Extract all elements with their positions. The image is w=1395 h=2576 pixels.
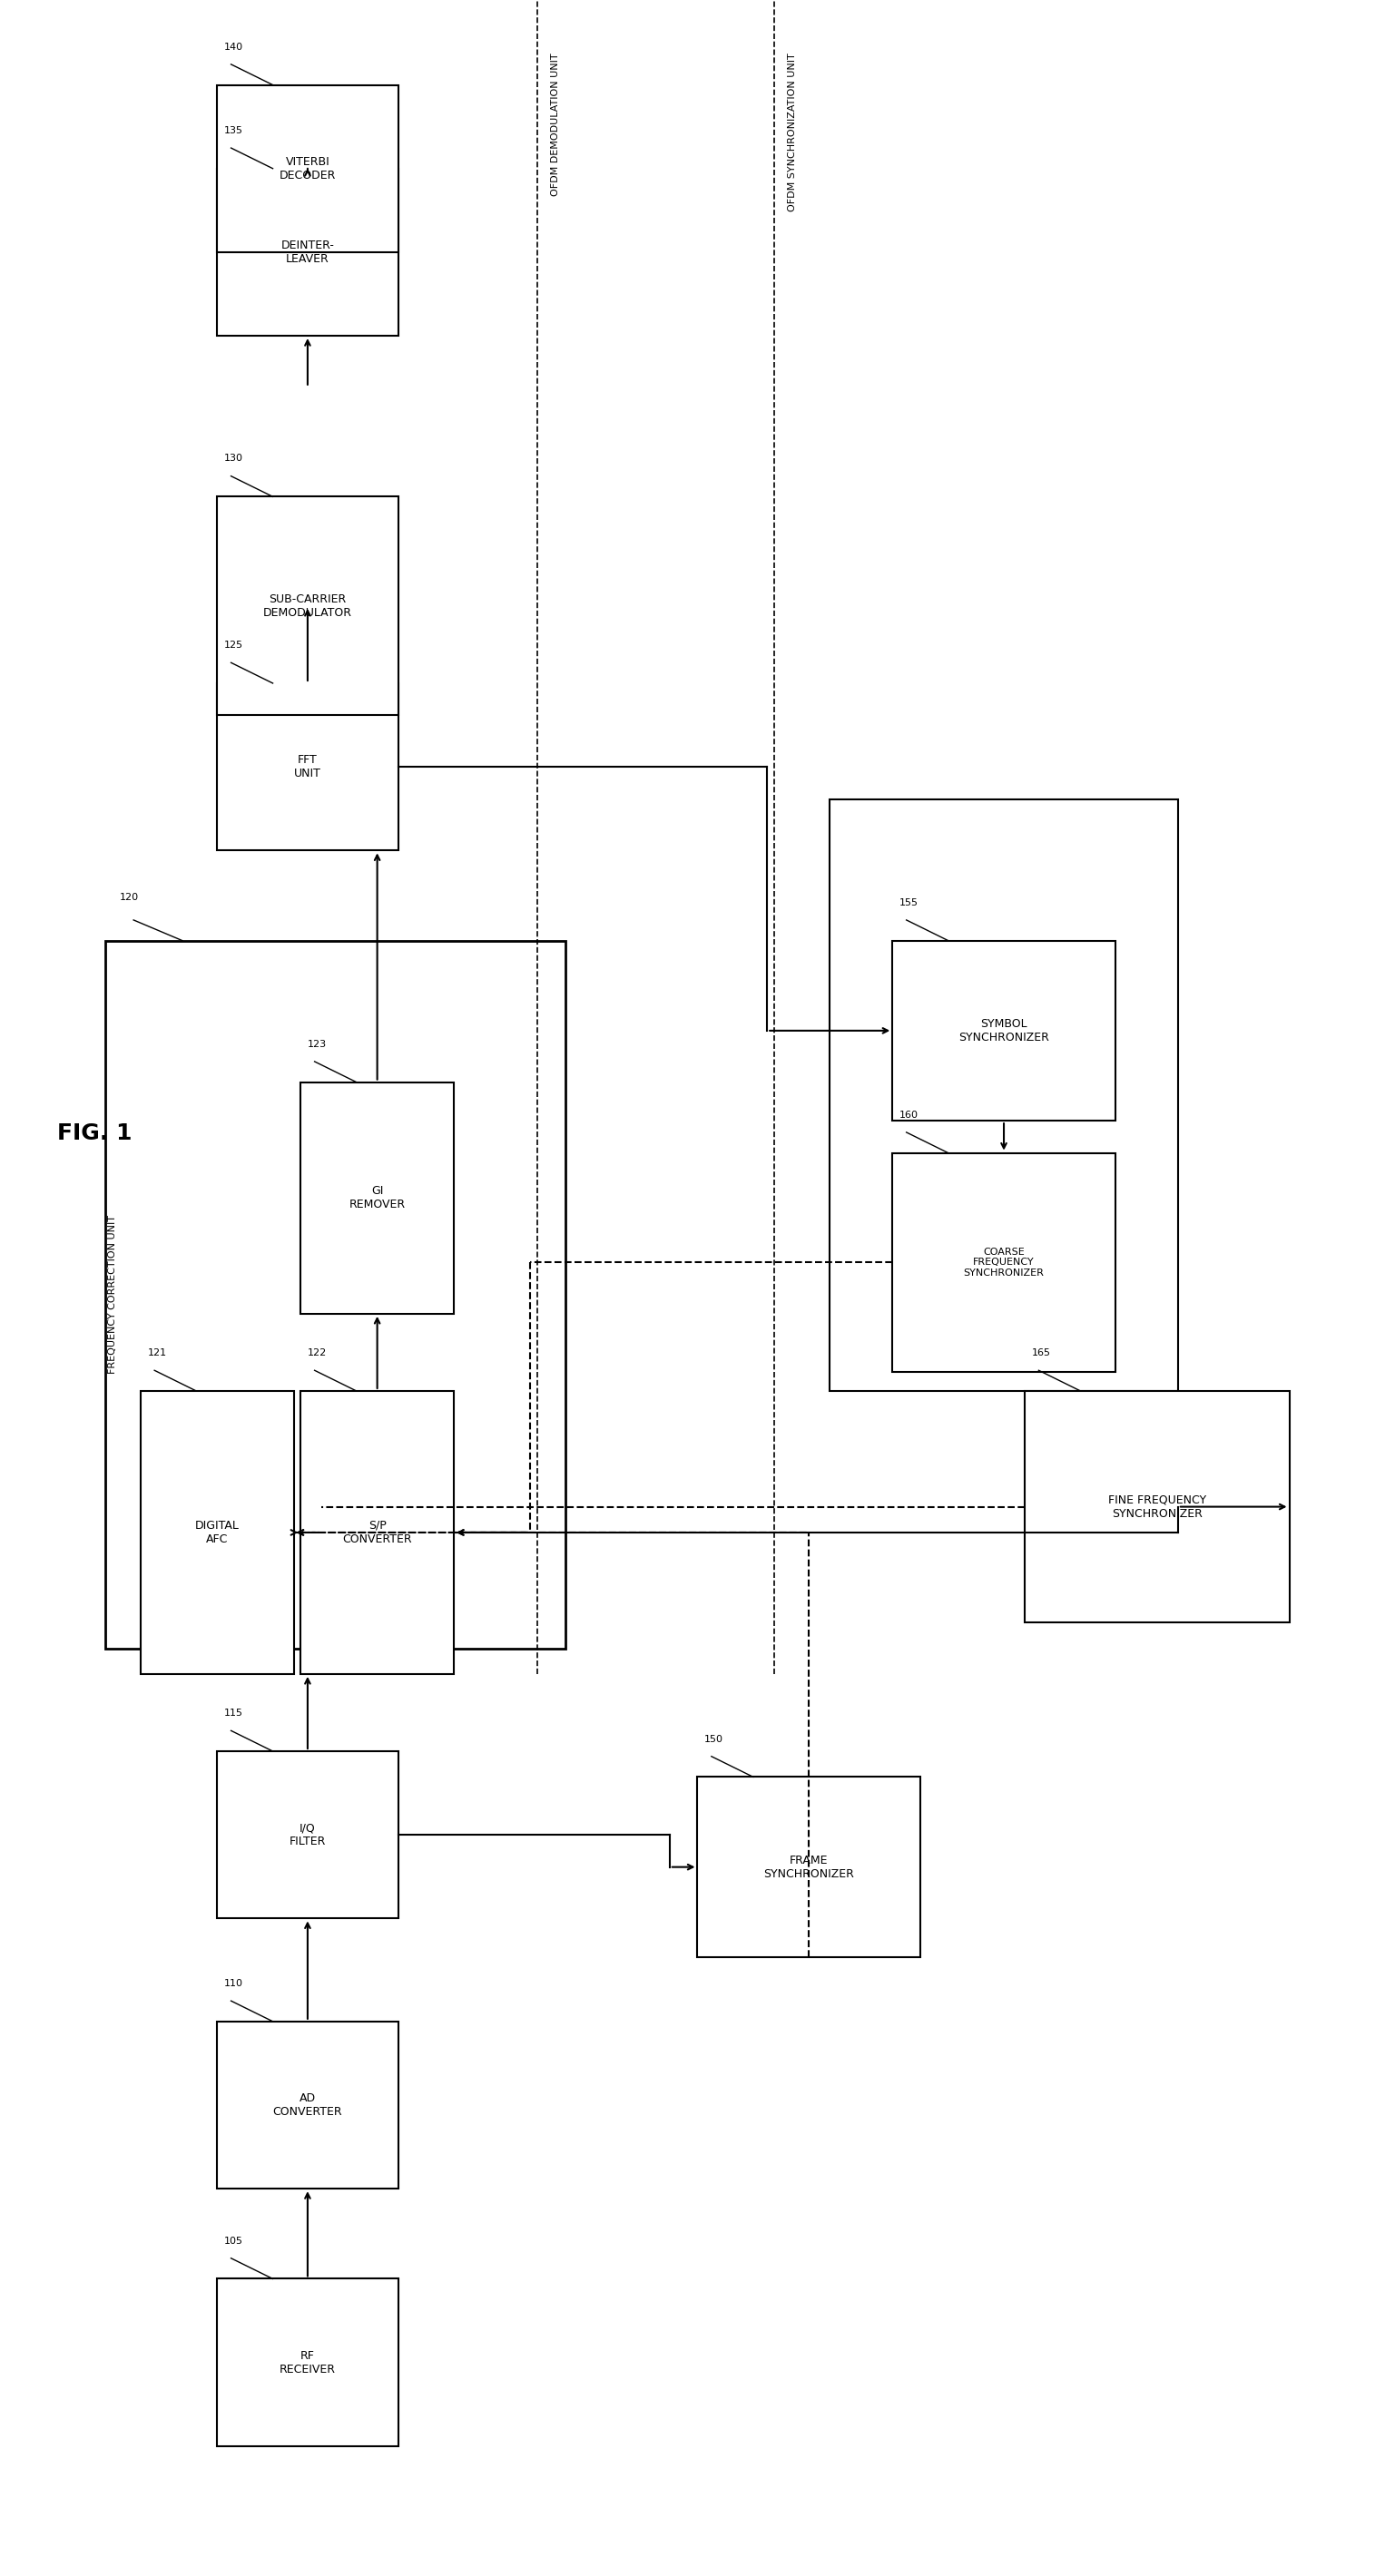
Text: 105: 105 (225, 2236, 243, 2246)
Text: VITERBI
DECODER: VITERBI DECODER (279, 155, 336, 180)
Text: 110: 110 (225, 1978, 243, 1989)
Bar (301, 1391, 453, 1674)
Text: OFDM SYNCHRONIZATION UNIT: OFDM SYNCHRONIZATION UNIT (788, 52, 797, 211)
Bar (893, 1154, 1115, 1370)
Bar (106, 940, 565, 1649)
Text: S/P
CONVERTER: S/P CONVERTER (342, 1520, 412, 1546)
Bar (698, 1777, 921, 1958)
Bar (893, 940, 1115, 1121)
Text: 125: 125 (225, 641, 243, 649)
Text: OFDM DEMODULATION UNIT: OFDM DEMODULATION UNIT (551, 52, 561, 196)
Bar (218, 2280, 398, 2447)
Text: 165: 165 (1032, 1347, 1050, 1358)
Text: 135: 135 (225, 126, 243, 134)
Bar (218, 497, 398, 716)
Text: 120: 120 (120, 894, 138, 902)
Bar (301, 1082, 453, 1314)
Text: 130: 130 (225, 453, 243, 464)
Bar (218, 85, 398, 252)
Text: FIG. 1: FIG. 1 (57, 1123, 133, 1144)
Bar (1025, 1391, 1289, 1623)
Text: 150: 150 (704, 1734, 724, 1744)
Text: COARSE
FREQUENCY
SYNCHRONIZER: COARSE FREQUENCY SYNCHRONIZER (964, 1247, 1045, 1278)
Bar (218, 683, 398, 850)
Bar (218, 1752, 398, 1919)
Text: I/Q
FILTER: I/Q FILTER (289, 1821, 326, 1847)
Bar (141, 1391, 294, 1674)
Text: 123: 123 (308, 1041, 326, 1048)
Bar (218, 2022, 398, 2190)
Text: FINE FREQUENCY
SYNCHRONIZER: FINE FREQUENCY SYNCHRONIZER (1108, 1494, 1207, 1520)
Text: 155: 155 (900, 899, 918, 907)
Bar (218, 167, 398, 335)
Text: 115: 115 (225, 1708, 243, 1718)
Text: AD
CONVERTER: AD CONVERTER (273, 2092, 342, 2117)
Text: SUB-CARRIER
DEMODULATOR: SUB-CARRIER DEMODULATOR (264, 592, 352, 618)
Bar (830, 799, 1177, 1391)
Text: GI
REMOVER: GI REMOVER (349, 1185, 406, 1211)
Text: 160: 160 (900, 1110, 918, 1121)
Text: 122: 122 (308, 1347, 326, 1358)
Text: DEINTER-
LEAVER: DEINTER- LEAVER (280, 240, 335, 265)
Text: FREQUENCY CORRECTION UNIT: FREQUENCY CORRECTION UNIT (109, 1216, 117, 1373)
Text: 140: 140 (225, 41, 243, 52)
Text: 121: 121 (148, 1347, 166, 1358)
Text: RF
RECEIVER: RF RECEIVER (279, 2349, 336, 2375)
Text: SYMBOL
SYNCHRONIZER: SYMBOL SYNCHRONIZER (958, 1018, 1049, 1043)
Text: DIGITAL
AFC: DIGITAL AFC (195, 1520, 240, 1546)
Text: FFT
UNIT: FFT UNIT (294, 755, 321, 781)
Text: FRAME
SYNCHRONIZER: FRAME SYNCHRONIZER (763, 1855, 854, 1880)
